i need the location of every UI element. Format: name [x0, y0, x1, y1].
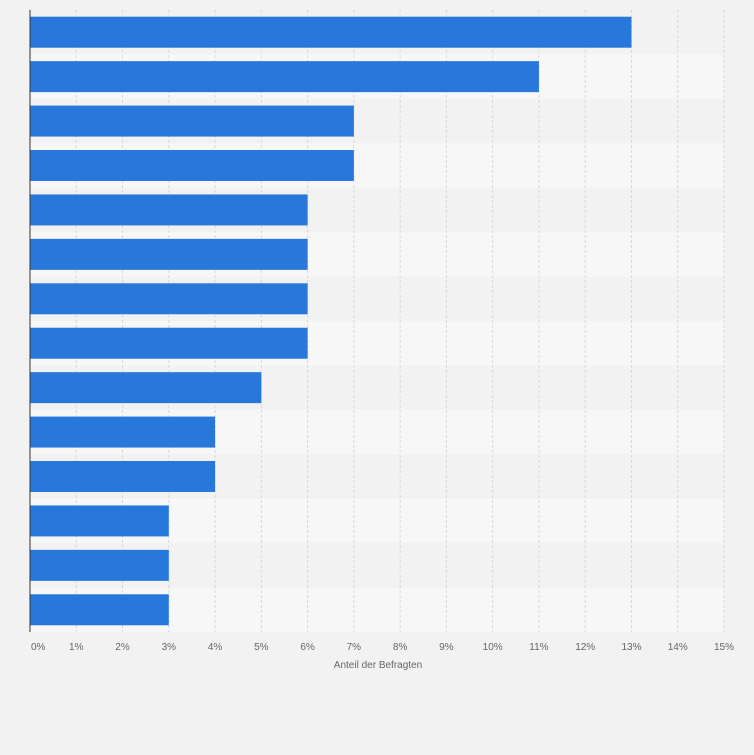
x-tick-label: 10% [483, 642, 503, 653]
bar [30, 594, 169, 626]
x-tick-label: 3% [162, 642, 177, 653]
x-axis-title: Anteil der Befragten [334, 660, 422, 671]
x-tick-label: 0% [31, 642, 46, 653]
bar [30, 105, 354, 137]
bar [30, 461, 216, 492]
x-tick-label: 8% [393, 642, 408, 653]
x-tick-label: 15% [714, 642, 734, 653]
bar [30, 238, 308, 270]
row-bands [30, 10, 724, 632]
bar [30, 549, 169, 581]
bar [30, 505, 169, 537]
x-tick-label: 14% [668, 642, 688, 653]
x-tick-label: 1% [69, 642, 84, 653]
bar [30, 327, 308, 359]
x-tick-label: 11% [529, 642, 548, 653]
bar [30, 194, 308, 226]
bar [30, 61, 539, 93]
x-tick-label: 4% [208, 642, 223, 653]
bar [30, 150, 354, 181]
bars [30, 16, 632, 626]
bar [30, 16, 632, 48]
bar [30, 283, 308, 315]
x-tick-labels: 0% 1% 2% 3% 4% 5% 6% 7% 8% 9% 10% 11% 12% 13% 14% 15% [31, 642, 734, 653]
bar [30, 372, 262, 404]
bar [30, 416, 216, 448]
gridlines [75, 10, 725, 632]
x-tick-label: 6% [300, 642, 315, 653]
x-tick-label: 13% [621, 642, 641, 653]
x-tick-label: 9% [439, 642, 454, 653]
x-tick-label: 2% [115, 642, 130, 653]
x-tick-label: 12% [575, 642, 595, 653]
x-tick-label: 7% [347, 642, 362, 653]
x-tick-label: 5% [254, 642, 269, 653]
